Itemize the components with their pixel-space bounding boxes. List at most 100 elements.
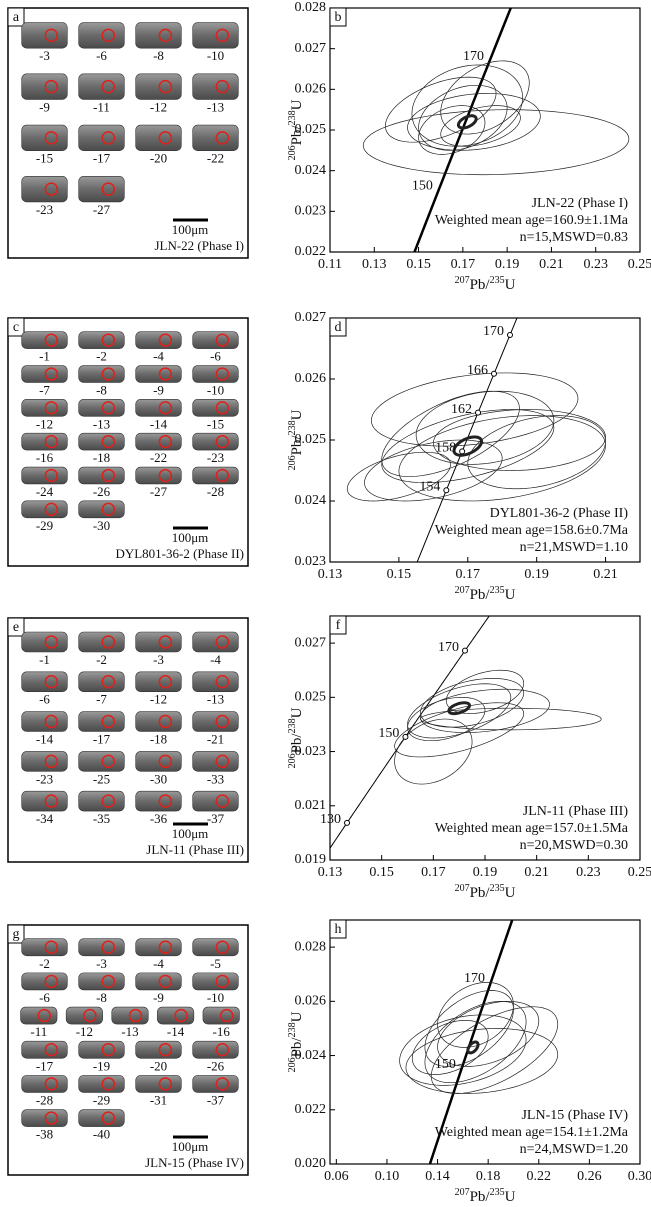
zircon-grain [193, 23, 239, 49]
axis-label-part: Pb/ [470, 1189, 491, 1205]
x-tick-label: 0.13 [318, 865, 343, 880]
zircon-grain [136, 712, 182, 732]
grain-label: -13 [207, 99, 224, 114]
age-marker [507, 332, 512, 337]
zircon-grain [193, 433, 239, 450]
y-tick-label: 0.027 [295, 635, 327, 650]
panel-letter: e [13, 620, 19, 635]
x-axis-label: 207Pb/235U [455, 883, 516, 902]
zircon-grain [79, 332, 125, 349]
y-tick-label: 0.025 [295, 690, 327, 705]
zircon-grain [193, 632, 239, 652]
x-tick-label: 0.17 [456, 567, 481, 582]
zircon-grain [22, 23, 68, 49]
axis-label-part: 235 [490, 585, 505, 596]
grain-label: -35 [93, 811, 110, 826]
zircon-grain [22, 332, 68, 349]
zircon-grain [79, 125, 125, 151]
zircon-grain [22, 125, 68, 151]
axis-label-part: U [505, 277, 516, 293]
zircon-grain [79, 973, 125, 990]
zircon-grain [79, 712, 125, 732]
grain-label: -1 [39, 652, 50, 667]
y-tick-label: 0.019 [295, 852, 327, 867]
zircon-grain [22, 501, 68, 518]
grain-label: -15 [207, 416, 224, 431]
x-tick-label: 0.11 [318, 257, 342, 272]
y-tick-label: 0.023 [295, 554, 327, 569]
y-axis-label: 206Pb/238U [287, 707, 306, 768]
grain-label: -2 [96, 349, 107, 364]
grain-label: -40 [93, 1127, 110, 1142]
grain-label: -30 [93, 518, 110, 533]
zircon-grain [22, 672, 68, 692]
x-tick-label: 0.14 [425, 1169, 450, 1184]
zircon-grain [136, 467, 182, 484]
grain-label: -11 [93, 99, 110, 114]
grain-label: -27 [150, 484, 168, 499]
y-tick-label: 0.024 [295, 493, 327, 508]
sample-label: JLN-11 (Phase III) [146, 842, 244, 857]
zircon-grain [79, 751, 125, 771]
age-marker [460, 449, 465, 454]
annotation: n=21,MSWD=1.10 [520, 540, 628, 555]
age-marker [444, 488, 449, 493]
x-tick-label: 0.19 [495, 257, 520, 272]
zircon-grain [79, 23, 125, 49]
grain-label: -14 [150, 416, 168, 431]
grain-label: -4 [153, 349, 164, 364]
zircon-grain [136, 332, 182, 349]
zircon-grain [136, 125, 182, 151]
age-label: 150 [412, 179, 433, 194]
panel-letter: f [336, 618, 341, 633]
zircon-grain [79, 399, 125, 416]
zircon-grain [136, 399, 182, 416]
grain-label: -12 [150, 692, 167, 707]
axis-label-part: U [289, 409, 305, 420]
zircon-grain [193, 939, 239, 956]
grain-label: -17 [93, 151, 111, 166]
grain-label: -2 [39, 956, 50, 971]
age-label: 170 [464, 971, 485, 986]
sample-label: JLN-15 (Phase IV) [145, 1155, 244, 1170]
axis-label-part: U [505, 1189, 516, 1205]
grain-label: -18 [150, 731, 167, 746]
grain-label: -19 [93, 1058, 110, 1073]
axis-label-part: U [505, 587, 516, 603]
zircon-grain [136, 74, 182, 100]
annotation: n=24,MSWD=1.20 [520, 1142, 628, 1157]
zircon-grain [79, 501, 125, 518]
grain-label: -13 [121, 1024, 138, 1039]
scale-label: 100μm [172, 826, 209, 841]
grain-label: -14 [167, 1024, 185, 1039]
zircon-grain [136, 791, 182, 811]
grain-label: -16 [213, 1024, 231, 1039]
zircon-grain [79, 74, 125, 100]
x-tick-label: 0.21 [539, 257, 564, 272]
grain-label: -21 [207, 731, 224, 746]
axis-label-part: Pb/ [470, 277, 491, 293]
y-tick-label: 0.023 [295, 204, 327, 219]
age-label: 130 [320, 812, 341, 827]
zircon-grain [136, 672, 182, 692]
grain-label: -10 [207, 48, 224, 63]
age-label: 166 [467, 363, 488, 378]
grain-label: -6 [210, 349, 221, 364]
axis-label-part: 235 [490, 275, 505, 286]
x-tick-label: 0.25 [628, 865, 651, 880]
annotation: n=20,MSWD=0.30 [520, 838, 628, 853]
zircon-grain [22, 1041, 68, 1058]
zircon-grain [79, 791, 125, 811]
zircon-grain [136, 366, 182, 383]
axis-label-part: 235 [490, 883, 505, 894]
x-axis-label: 207Pb/235U [455, 1187, 516, 1206]
grain-label: -17 [93, 731, 111, 746]
grain-label: -2 [96, 652, 107, 667]
grain-label: -4 [210, 652, 221, 667]
grain-label: -22 [207, 151, 224, 166]
zircon-grain [22, 791, 68, 811]
grain-label: -6 [39, 692, 50, 707]
axis-label-part: 238 [287, 420, 298, 435]
panel-letter: a [13, 10, 20, 25]
y-axis-label: 206Pb/238U [287, 409, 306, 470]
